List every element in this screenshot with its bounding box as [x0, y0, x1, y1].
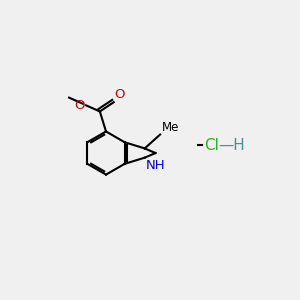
Text: —H: —H	[218, 138, 245, 153]
Text: NH: NH	[146, 159, 166, 172]
Text: Me: Me	[162, 121, 179, 134]
Text: O: O	[115, 88, 125, 101]
Text: O: O	[74, 99, 85, 112]
Text: Cl: Cl	[204, 138, 219, 153]
